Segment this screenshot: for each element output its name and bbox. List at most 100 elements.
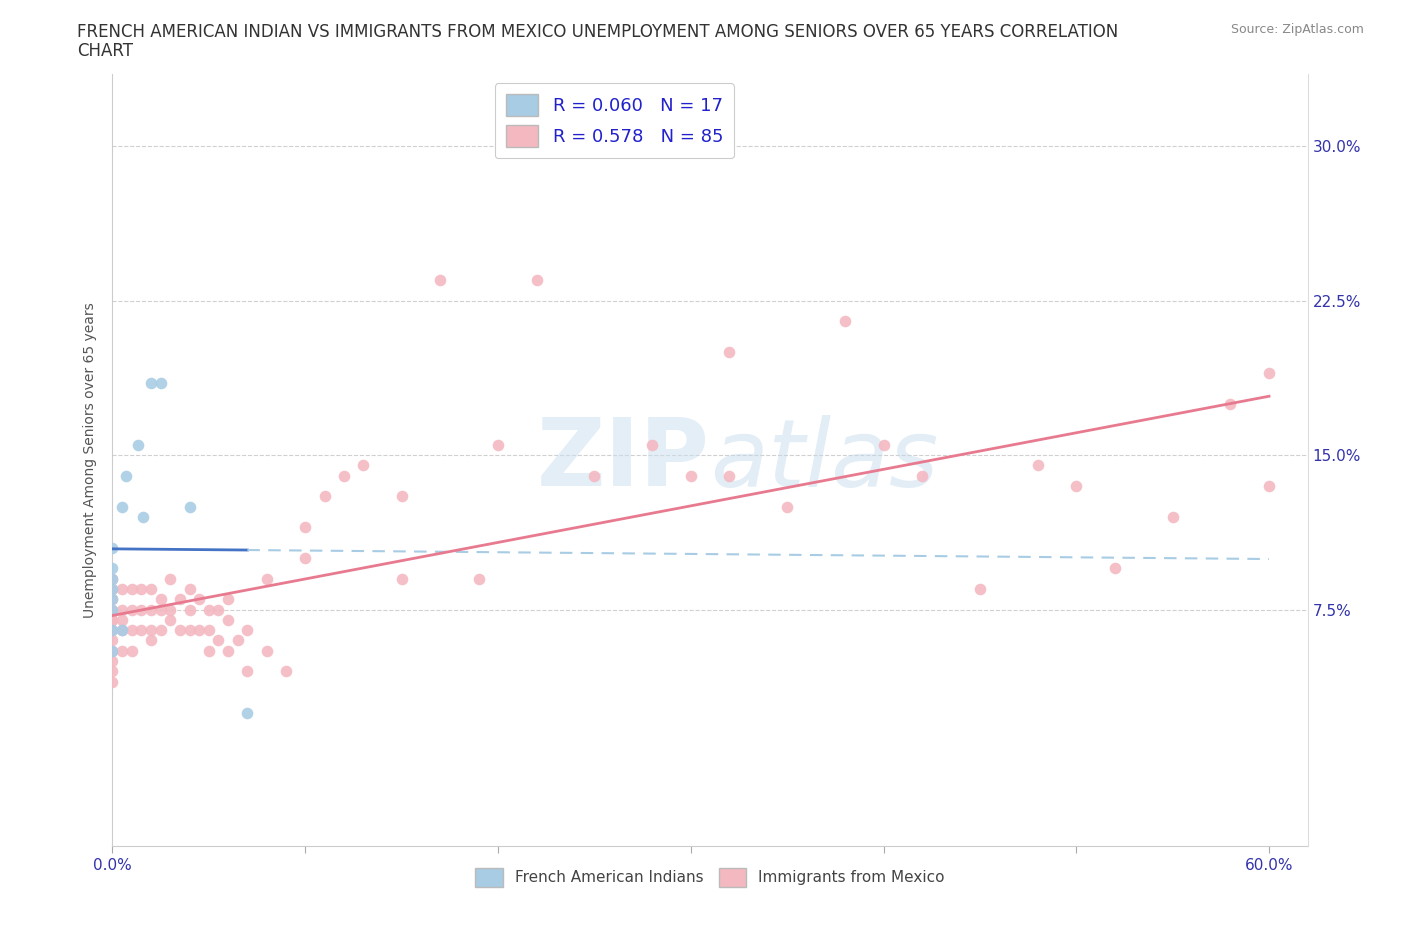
Point xyxy=(486,437,509,452)
Point xyxy=(217,644,239,658)
Point xyxy=(217,591,239,606)
Point xyxy=(583,469,606,484)
Point xyxy=(159,613,181,628)
Point xyxy=(294,551,316,565)
Point xyxy=(256,644,278,658)
Point xyxy=(718,345,741,360)
Text: Source: ZipAtlas.com: Source: ZipAtlas.com xyxy=(1230,23,1364,36)
Point xyxy=(139,633,162,648)
Point xyxy=(179,623,201,638)
Point xyxy=(188,623,211,638)
Point xyxy=(872,437,894,452)
Point xyxy=(132,510,155,525)
Text: atlas: atlas xyxy=(710,415,938,506)
Point xyxy=(352,458,374,473)
Point xyxy=(101,581,124,596)
Point xyxy=(121,581,143,596)
Point xyxy=(139,602,162,617)
Point xyxy=(139,376,162,391)
Point xyxy=(149,376,172,391)
Text: ZIP: ZIP xyxy=(537,415,710,506)
Point xyxy=(101,633,124,648)
Point xyxy=(179,499,201,514)
Point xyxy=(111,613,134,628)
Point xyxy=(834,314,856,329)
Legend: French American Indians, Immigrants from Mexico: French American Indians, Immigrants from… xyxy=(470,862,950,893)
Point xyxy=(101,591,124,606)
Point xyxy=(391,571,413,586)
Point xyxy=(179,581,201,596)
Point xyxy=(101,623,124,638)
Point xyxy=(101,644,124,658)
Point xyxy=(217,613,239,628)
Point xyxy=(149,623,172,638)
Point xyxy=(131,623,153,638)
Point xyxy=(429,272,451,287)
Point xyxy=(159,571,181,586)
Point xyxy=(1161,510,1184,525)
Point xyxy=(159,602,181,617)
Point xyxy=(1258,479,1281,494)
Point xyxy=(139,581,162,596)
Point xyxy=(198,623,221,638)
Point xyxy=(131,581,153,596)
Point xyxy=(256,571,278,586)
Point xyxy=(207,633,229,648)
Point xyxy=(679,469,702,484)
Point xyxy=(111,623,134,638)
Point xyxy=(101,571,124,586)
Text: CHART: CHART xyxy=(77,42,134,60)
Y-axis label: Unemployment Among Seniors over 65 years: Unemployment Among Seniors over 65 years xyxy=(83,302,97,618)
Point xyxy=(1104,561,1126,576)
Point xyxy=(1258,365,1281,380)
Point xyxy=(1219,396,1241,411)
Point xyxy=(101,581,124,596)
Point xyxy=(718,469,741,484)
Point xyxy=(274,664,297,679)
Point xyxy=(115,469,138,484)
Point xyxy=(236,705,259,720)
Point xyxy=(111,499,134,514)
Point xyxy=(101,664,124,679)
Point xyxy=(314,489,336,504)
Point xyxy=(198,602,221,617)
Point xyxy=(169,591,191,606)
Point xyxy=(1026,458,1049,473)
Point xyxy=(188,591,211,606)
Point xyxy=(127,437,149,452)
Point xyxy=(121,602,143,617)
Point xyxy=(149,602,172,617)
Point xyxy=(1064,479,1087,494)
Point xyxy=(226,633,249,648)
Point xyxy=(101,613,124,628)
Point xyxy=(776,499,799,514)
Point xyxy=(139,623,162,638)
Point xyxy=(236,664,259,679)
Text: FRENCH AMERICAN INDIAN VS IMMIGRANTS FROM MEXICO UNEMPLOYMENT AMONG SENIORS OVER: FRENCH AMERICAN INDIAN VS IMMIGRANTS FRO… xyxy=(77,23,1119,41)
Point xyxy=(294,520,316,535)
Point xyxy=(121,644,143,658)
Point xyxy=(111,644,134,658)
Point xyxy=(101,602,124,617)
Point xyxy=(911,469,934,484)
Point xyxy=(526,272,548,287)
Point xyxy=(101,591,124,606)
Point xyxy=(391,489,413,504)
Point xyxy=(333,469,356,484)
Point xyxy=(179,602,201,617)
Point xyxy=(111,623,134,638)
Point xyxy=(101,602,124,617)
Point xyxy=(149,591,172,606)
Point xyxy=(236,623,259,638)
Point xyxy=(101,654,124,669)
Point xyxy=(207,602,229,617)
Point xyxy=(121,623,143,638)
Point xyxy=(101,571,124,586)
Point xyxy=(101,561,124,576)
Point xyxy=(101,613,124,628)
Point xyxy=(101,674,124,689)
Point xyxy=(101,540,124,555)
Point xyxy=(101,623,124,638)
Point xyxy=(111,581,134,596)
Point xyxy=(101,644,124,658)
